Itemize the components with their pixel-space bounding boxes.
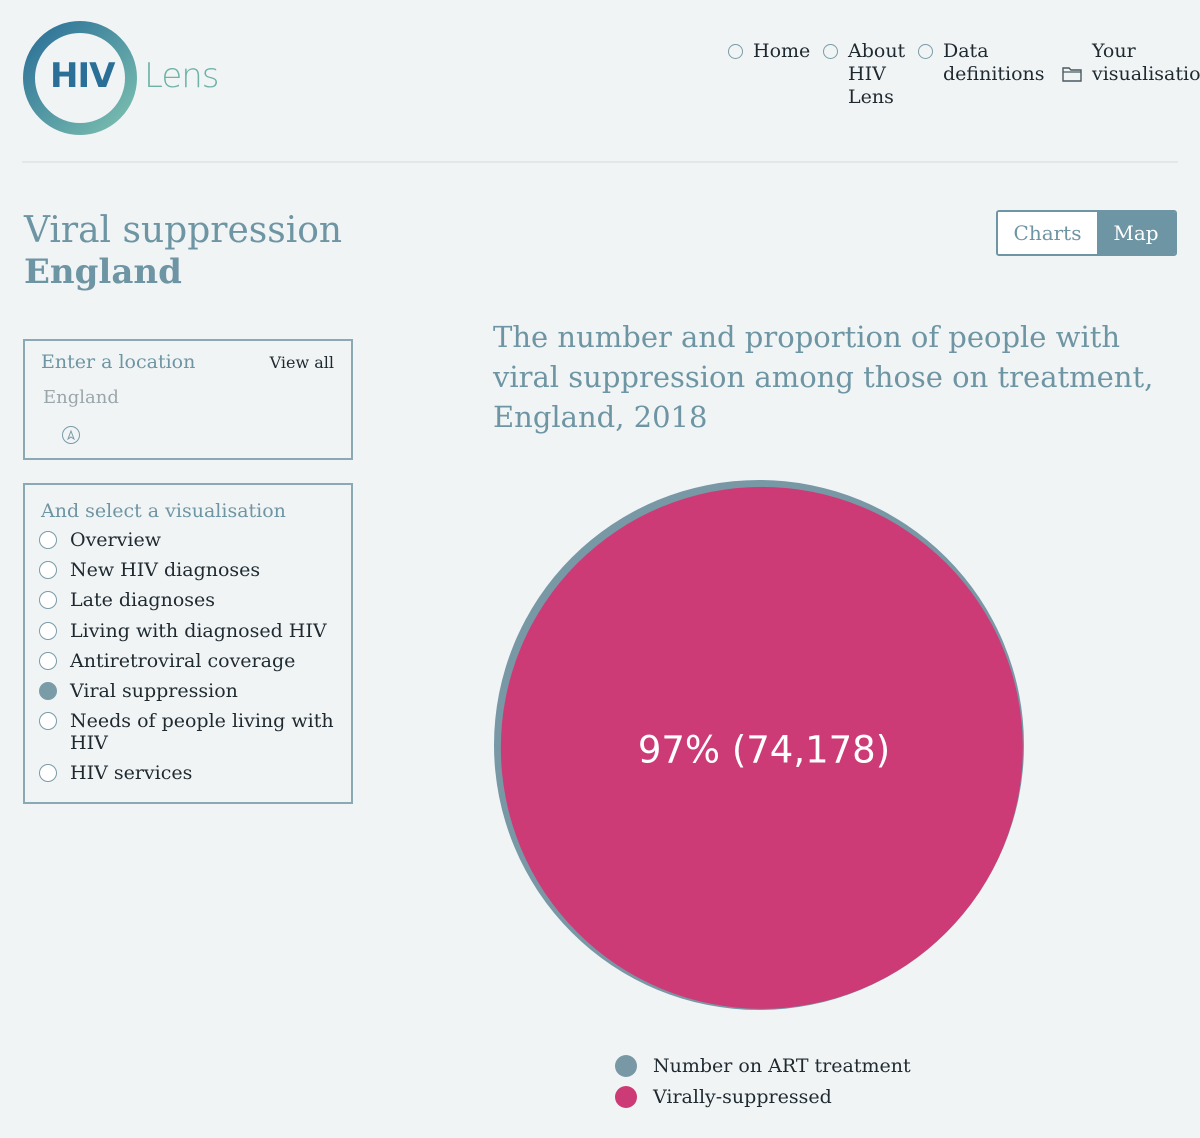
location-label: Enter a location	[41, 351, 196, 373]
nav-data-definitions[interactable]: Data definitions	[918, 40, 1045, 86]
nav-home[interactable]: Home	[728, 40, 810, 63]
visualisation-option-label: Late diagnoses	[70, 589, 216, 612]
nav-data-definitions-label: Data definitions	[943, 40, 1045, 86]
visualisation-label: And select a visualisation	[41, 500, 286, 522]
virally-suppressed-circle[interactable]	[500, 486, 1023, 1009]
visualisation-option-antiretroviral-coverage[interactable]: Antiretroviral coverage	[39, 650, 339, 672]
header-divider	[22, 161, 1178, 163]
radio-icon	[39, 531, 57, 549]
chart-legend: Number on ART treatment Virally-suppress…	[615, 1054, 911, 1116]
visualisation-panel: And select a visualisation Overview New …	[23, 483, 353, 804]
circle-icon	[728, 44, 743, 59]
chart-title: The number and proportion of people with…	[493, 320, 1154, 434]
folder-icon	[1062, 67, 1082, 82]
location-input[interactable]	[43, 383, 323, 411]
viral-suppression-chart: 97% (74,178)	[494, 480, 1024, 1010]
map-toggle-button[interactable]: Map	[1097, 212, 1175, 254]
nav-about-line-3: Lens	[848, 86, 894, 108]
visualisation-option-living-with-diagnosed-hiv[interactable]: Living with diagnosed HIV	[39, 620, 339, 642]
view-all-link[interactable]: View all	[269, 353, 334, 372]
radio-selected-icon	[39, 681, 57, 700]
visualisation-list: Overview New HIV diagnoses Late diagnose…	[39, 529, 339, 793]
nav-data-line-1: Data	[943, 40, 989, 62]
nav-home-label: Home	[753, 40, 811, 62]
visualisation-option-new-hiv-diagnoses[interactable]: New HIV diagnoses	[39, 559, 339, 581]
visualisation-option-label: Viral suppression	[70, 679, 238, 702]
radio-icon	[39, 561, 57, 580]
nav-your-line-1: Your	[1092, 40, 1136, 62]
page-title-topic: Viral suppression	[24, 210, 343, 251]
page-title-location: England	[24, 252, 182, 292]
page-title: Viral suppression England	[24, 210, 342, 292]
legend-swatch-art-treatment	[615, 1055, 637, 1077]
legend-label: Virally-suppressed	[653, 1086, 832, 1108]
radio-icon	[39, 712, 57, 731]
visualisation-option-label: Living with diagnosed HIV	[70, 619, 327, 642]
radio-icon	[39, 591, 57, 610]
legend-item-virally-suppressed: Virally-suppressed	[615, 1085, 911, 1109]
hiv-lens-logo[interactable]: HIV Lens	[22, 20, 282, 140]
circle-icon	[918, 44, 933, 59]
center-data-label: 97% (74,178)	[638, 729, 890, 772]
legend-swatch-virally-suppressed	[615, 1086, 637, 1108]
view-toggle: Charts Map	[996, 210, 1177, 256]
visualisation-option-label: Needs of people living with HIV	[70, 710, 334, 755]
visualisation-option-label: Antiretroviral coverage	[70, 649, 296, 672]
logo-hiv-text: HIV	[50, 56, 115, 96]
visualisation-option-label: Overview	[70, 529, 161, 551]
visualisation-option-hiv-services[interactable]: HIV services	[39, 762, 339, 784]
visualisation-option-overview[interactable]: Overview	[39, 529, 339, 551]
nav-your-visualisations-label: Your visualisations	[1092, 40, 1200, 86]
visualisation-option-needs-of-people-living-with-hiv[interactable]: Needs of people living with HIV	[39, 710, 339, 754]
nav-about-line-1: About	[848, 40, 906, 62]
nav-about-label: About HIV Lens	[848, 40, 905, 109]
nav-about-line-2: HIV	[848, 63, 886, 85]
logo-ring-icon	[23, 21, 137, 135]
visualisation-option-label: New HIV diagnoses	[70, 559, 261, 582]
location-panel: Enter a location View all	[23, 339, 353, 460]
visualisation-option-label: HIV services	[70, 762, 193, 785]
visualisation-option-late-diagnoses[interactable]: Late diagnoses	[39, 589, 339, 611]
circle-icon	[823, 44, 838, 59]
nav-your-visualisations[interactable]: Your visualisations	[1062, 40, 1200, 86]
location-pin-icon[interactable]	[62, 426, 80, 444]
radio-icon	[39, 621, 57, 640]
legend-label: Number on ART treatment	[653, 1055, 911, 1077]
nav-about[interactable]: About HIV Lens	[823, 40, 905, 109]
nav-your-line-2: visualisations	[1092, 63, 1200, 85]
radio-icon	[39, 764, 57, 783]
nav-data-line-2: definitions	[943, 63, 1045, 85]
logo-lens-text: Lens	[144, 56, 220, 96]
legend-item-art-treatment: Number on ART treatment	[615, 1054, 911, 1078]
radio-icon	[39, 651, 57, 670]
visualisation-option-viral-suppression[interactable]: Viral suppression	[39, 680, 339, 702]
charts-toggle-button[interactable]: Charts	[998, 212, 1097, 254]
navigation-arrow-icon	[67, 430, 75, 440]
